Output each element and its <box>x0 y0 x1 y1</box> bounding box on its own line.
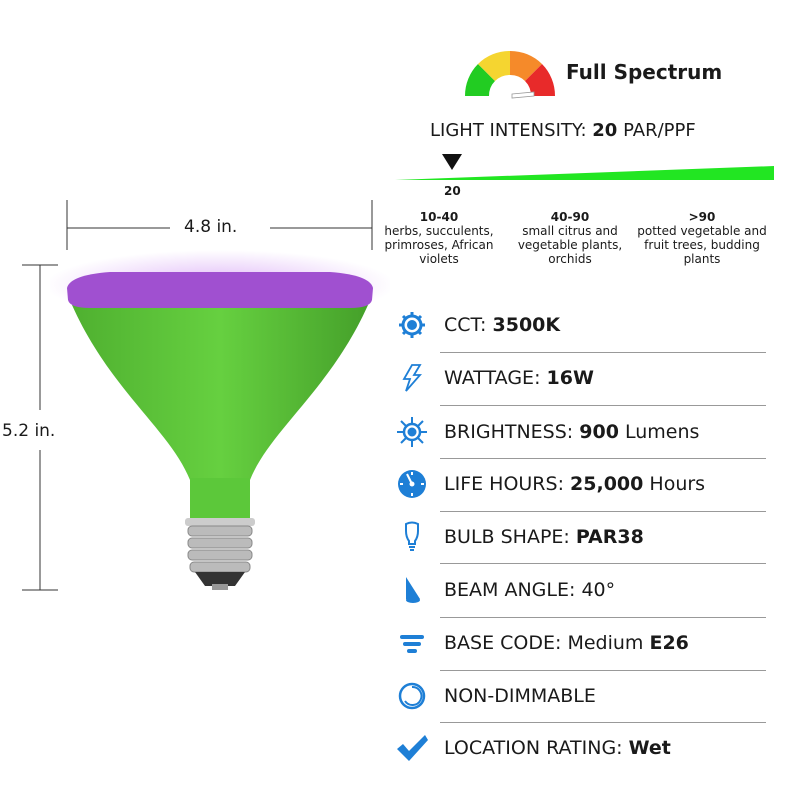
range-high: >90 potted vegetable and fruit trees, bud… <box>637 210 767 266</box>
divider <box>440 670 766 671</box>
spec-wattage: WATTAGE: 16W <box>394 358 774 398</box>
clock-icon <box>394 469 430 499</box>
spec-bulb-shape: BULB SHAPE: PAR38 <box>394 517 774 557</box>
intensity-bar <box>395 154 774 180</box>
dimmer-icon <box>394 681 430 711</box>
divider <box>440 722 766 723</box>
sun-icon <box>394 310 430 340</box>
base-icon <box>394 628 430 658</box>
intensity-marker-icon <box>442 154 462 170</box>
spectrum-gauge-icon <box>464 50 556 99</box>
spec-life-hours: LIFE HOURS: 25,000 Hours <box>394 464 774 504</box>
dimension-lines <box>22 200 373 591</box>
divider <box>440 405 766 406</box>
spec-cct: CCT: 3500K <box>394 305 774 345</box>
spec-base-code: BASE CODE: Medium E26 <box>394 623 774 663</box>
spectrum-label: Full Spectrum <box>566 60 723 84</box>
bulb-icon <box>394 521 430 552</box>
checkmark-icon <box>394 733 430 763</box>
height-dimension: 5.2 in. <box>2 421 56 441</box>
beam-icon <box>394 575 430 605</box>
spec-beam-angle: BEAM ANGLE: 40° <box>394 570 774 610</box>
divider <box>440 563 766 564</box>
divider <box>440 617 766 618</box>
lightning-icon <box>394 363 430 393</box>
light-intensity: LIGHT INTENSITY: 20 PAR/PPF <box>430 120 696 141</box>
spec-location-rating: LOCATION RATING: Wet <box>394 728 774 768</box>
intensity-marker-value: 20 <box>444 184 461 198</box>
divider <box>440 352 766 353</box>
bulb-image <box>50 250 390 590</box>
brightness-icon <box>394 417 430 447</box>
width-dimension: 4.8 in. <box>184 217 238 237</box>
range-mid: 40-90 small citrus and vegetable plants, … <box>517 210 623 266</box>
divider <box>440 458 766 459</box>
spec-dimmable: NON-DIMMABLE <box>394 676 774 716</box>
divider <box>440 511 766 512</box>
spec-brightness: BRIGHTNESS: 900 Lumens <box>394 412 774 452</box>
range-low: 10-40 herbs, succulents, primroses, Afric… <box>384 210 494 266</box>
